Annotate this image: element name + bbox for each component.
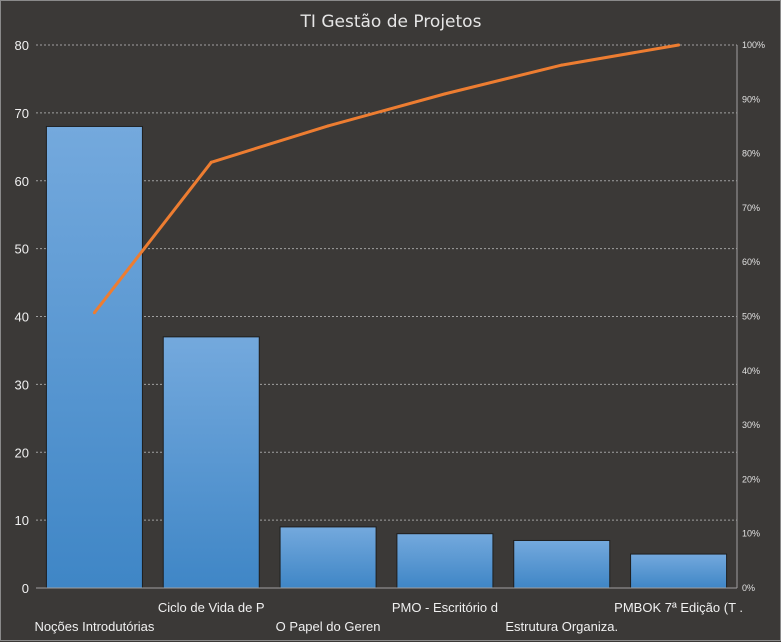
- y2-tick-label: 100%: [742, 40, 765, 50]
- y2-tick-label: 50%: [742, 312, 760, 322]
- y2-tick-label: 30%: [742, 420, 760, 430]
- y2-tick-label: 60%: [742, 257, 760, 267]
- y-tick-label: 70: [15, 106, 29, 121]
- line-point: [326, 124, 330, 128]
- y2-tick-label: 90%: [742, 94, 760, 104]
- line-point: [443, 92, 447, 96]
- line-point: [560, 63, 564, 67]
- bar: [279, 526, 377, 589]
- y-tick-label: 50: [15, 242, 29, 257]
- y-tick-label: 80: [15, 38, 29, 53]
- y-tick-label: 10: [15, 513, 29, 528]
- line-point: [677, 43, 681, 47]
- y2-tick-label: 0%: [742, 583, 755, 593]
- line-point: [92, 311, 96, 315]
- cumulative-line: [93, 43, 679, 314]
- y2-tick-label: 70%: [742, 203, 760, 213]
- y-tick-label: 60: [15, 174, 29, 189]
- x-tick-label: Ciclo de Vida de P: [158, 600, 265, 615]
- y-tick-label: 0: [22, 581, 29, 596]
- x-tick-label: PMO - Escritório d: [392, 600, 498, 615]
- y2-tick-label: 10%: [742, 529, 760, 539]
- y-tick-label: 40: [15, 310, 29, 325]
- y2-tick-label: 20%: [742, 474, 760, 484]
- chart-title: TI Gestão de Projetos: [300, 12, 482, 32]
- y2-tick-label: 80%: [742, 149, 760, 159]
- x-tick-label: Noções Introdutórias: [34, 619, 154, 634]
- bar: [396, 533, 494, 589]
- bar: [513, 539, 611, 589]
- bar: [630, 553, 728, 589]
- bar: [162, 336, 260, 589]
- y2-tick-label: 40%: [742, 366, 760, 376]
- bar: [45, 125, 143, 589]
- y-tick-label: 30: [15, 377, 29, 392]
- y-tick-label: 20: [15, 445, 29, 460]
- x-tick-label: Estrutura Organiza.: [505, 619, 618, 634]
- x-tick-label: O Papel do Geren: [276, 619, 381, 634]
- x-tick-label: PMBOK 7ª Edição (T .: [614, 600, 743, 615]
- line-point: [209, 160, 213, 164]
